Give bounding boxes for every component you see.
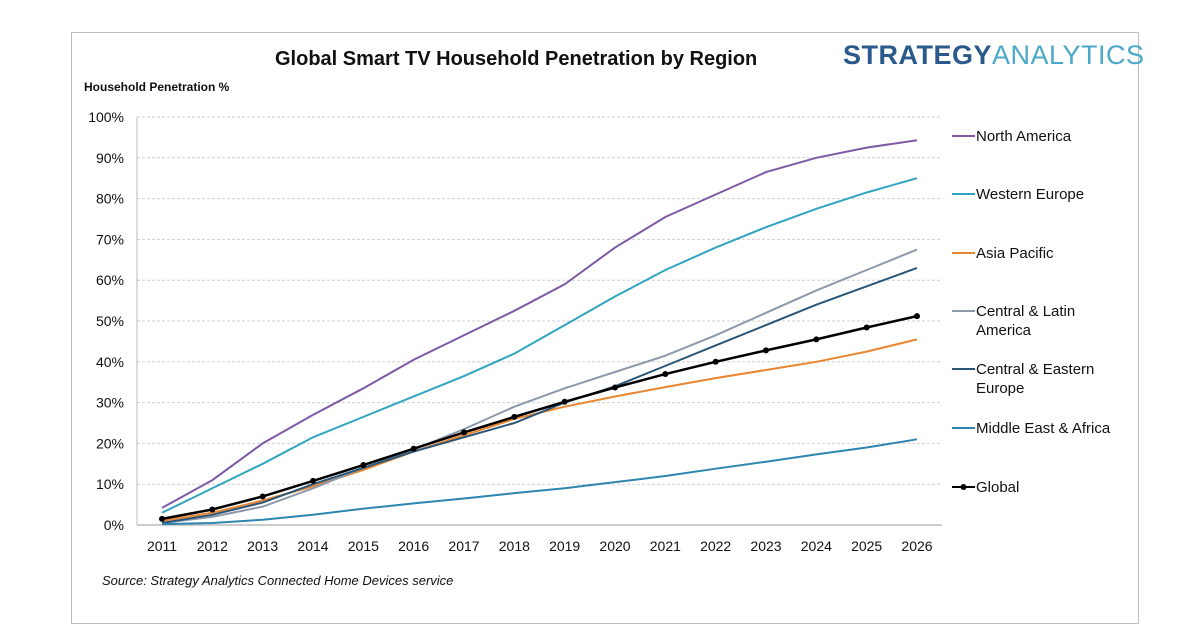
data-point [763, 347, 769, 354]
data-point [612, 384, 618, 391]
y-tick-label: 20% [96, 435, 124, 451]
legend-label: Western Europe [976, 186, 1084, 203]
chart-title: Global Smart TV Household Penetration by… [275, 48, 758, 70]
data-point [461, 429, 467, 436]
data-point [914, 313, 920, 320]
data-point [511, 413, 518, 420]
legend-label: Asia Pacific [976, 245, 1054, 262]
data-point [159, 515, 165, 522]
x-tick-label: 2020 [599, 538, 630, 554]
x-tick-label: 2023 [750, 538, 781, 554]
x-tick-label: 2021 [650, 538, 681, 554]
x-tick-label: 2017 [448, 538, 479, 554]
legend-label: North America [976, 128, 1072, 145]
x-tick-label: 2019 [549, 538, 580, 554]
y-tick-label: 0% [104, 517, 124, 533]
x-tick-label: 2026 [901, 538, 932, 554]
x-tick-label: 2014 [297, 538, 328, 554]
x-tick-label: 2016 [398, 538, 429, 554]
data-point [360, 462, 367, 469]
legend-label: America [976, 322, 1032, 339]
legend-marker [960, 484, 967, 490]
x-tick-label: 2012 [197, 538, 228, 554]
series-line-north-america [161, 139, 918, 509]
legend-label: Central & Latin [976, 303, 1075, 320]
data-point [259, 493, 266, 500]
y-tick-label: 10% [96, 476, 124, 492]
x-tick-label: 2025 [851, 538, 882, 554]
data-point [209, 506, 216, 513]
data-point [561, 398, 568, 405]
legend-label: Europe [976, 380, 1024, 397]
series-line-central-latin-america [161, 248, 918, 524]
source-note: Source: Strategy Analytics Connected Hom… [102, 573, 454, 588]
legend-label: Global [976, 479, 1019, 496]
data-point [410, 445, 417, 452]
data-point [662, 371, 669, 378]
x-tick-label: 2011 [147, 538, 177, 554]
legend-label: Central & Eastern [976, 361, 1094, 378]
x-tick-label: 2018 [499, 538, 530, 554]
y-tick-label: 100% [88, 109, 124, 125]
x-tick-label: 2013 [247, 538, 278, 554]
x-tick-label: 2015 [348, 538, 379, 554]
x-tick-label: 2024 [801, 538, 832, 554]
y-tick-label: 30% [96, 395, 124, 411]
data-point [863, 324, 870, 331]
y-tick-label: 50% [96, 313, 124, 329]
data-point [712, 358, 719, 365]
data-point [813, 336, 820, 343]
series-line-global [161, 314, 918, 521]
series-line-western-europe [161, 177, 918, 514]
strategy-analytics-logo: STRATEGYANALYTICS [843, 40, 1145, 70]
series-line-central-eastern-europe [161, 267, 918, 524]
y-tick-label: 40% [96, 354, 124, 370]
y-tick-label: 80% [96, 191, 124, 207]
line-chart: 0% 10% 20% 30% 40% 50% 60% 70% 80% 90% 100% 2011 201… [88, 109, 1111, 554]
data-point [310, 477, 316, 484]
y-axis-label: Household Penetration % [84, 80, 230, 94]
legend-label: Middle East & Africa [976, 420, 1111, 437]
series-line-middle-east-africa [161, 438, 918, 526]
y-tick-label: 70% [96, 231, 124, 247]
y-tick-label: 60% [96, 272, 124, 288]
x-tick-label: 2022 [700, 538, 731, 554]
y-tick-label: 90% [96, 150, 124, 166]
